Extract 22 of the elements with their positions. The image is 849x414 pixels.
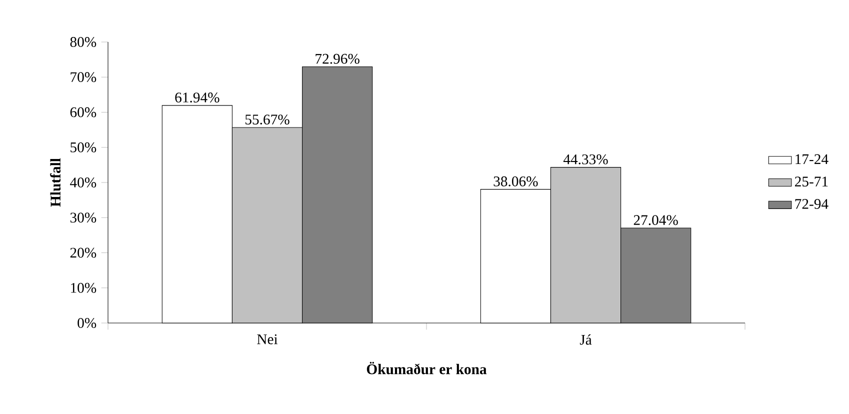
data-label: 55.67% (246, 114, 290, 125)
data-label: 72.96% (316, 54, 360, 64)
x-tick-label: Já (580, 334, 592, 345)
y-tick-label: 20% (70, 248, 96, 258)
legend-label: 17-24 (796, 154, 828, 164)
y-tick-label: 80% (70, 37, 96, 47)
y-tick-label: 50% (70, 142, 96, 152)
x-tick-label: Nei (257, 334, 278, 344)
y-tick-label: 60% (70, 107, 96, 118)
y-tick-label: 70% (70, 72, 96, 82)
y-tick-label: 30% (70, 212, 96, 223)
y-axis-title: Hlutfall (50, 158, 61, 207)
data-label: 27.04% (634, 215, 678, 226)
data-label: 44.33% (563, 154, 608, 164)
legend-label: 72-94 (795, 199, 828, 209)
legend-label: 25-71 (794, 176, 828, 187)
y-tick-label: 0% (78, 318, 96, 328)
x-axis-title: Ökumaður er kona (366, 362, 487, 374)
y-tick-label: 10% (71, 282, 96, 293)
data-label: 38.06% (494, 176, 538, 186)
y-tick-label: 40% (70, 178, 96, 188)
data-label: 61.94% (175, 92, 220, 103)
